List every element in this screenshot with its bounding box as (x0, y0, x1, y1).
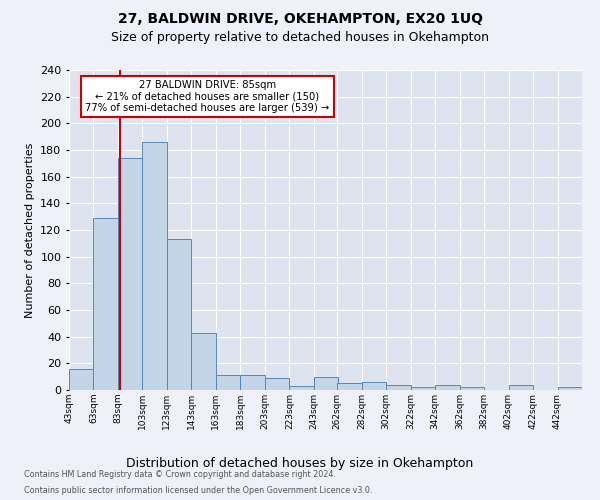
Bar (314, 376, 338, 390)
Bar (216, 376, 241, 390)
Bar (289, 386, 314, 390)
Bar (69, 368, 94, 390)
Bar (386, 384, 410, 390)
Bar (241, 376, 265, 390)
Bar (167, 240, 191, 390)
Text: Distribution of detached houses by size in Okehampton: Distribution of detached houses by size … (127, 458, 473, 470)
Text: Contains public sector information licensed under the Open Government Licence v3: Contains public sector information licen… (24, 486, 373, 495)
Bar (557, 388, 582, 390)
Bar (460, 388, 484, 390)
Bar (509, 384, 533, 390)
Text: Contains HM Land Registry data © Crown copyright and database right 2024.: Contains HM Land Registry data © Crown c… (24, 470, 336, 479)
Bar (142, 142, 167, 390)
Text: 27 BALDWIN DRIVE: 85sqm
← 21% of detached houses are smaller (150)
77% of semi-d: 27 BALDWIN DRIVE: 85sqm ← 21% of detache… (85, 80, 329, 113)
Y-axis label: Number of detached properties: Number of detached properties (25, 142, 35, 318)
Bar (410, 388, 435, 390)
Bar (94, 218, 118, 390)
Bar (265, 378, 289, 390)
Bar (435, 384, 460, 390)
Bar (118, 158, 142, 390)
Bar (362, 382, 386, 390)
Bar (337, 384, 362, 390)
Text: 27, BALDWIN DRIVE, OKEHAMPTON, EX20 1UQ: 27, BALDWIN DRIVE, OKEHAMPTON, EX20 1UQ (118, 12, 482, 26)
Bar (191, 332, 216, 390)
Text: Size of property relative to detached houses in Okehampton: Size of property relative to detached ho… (111, 31, 489, 44)
